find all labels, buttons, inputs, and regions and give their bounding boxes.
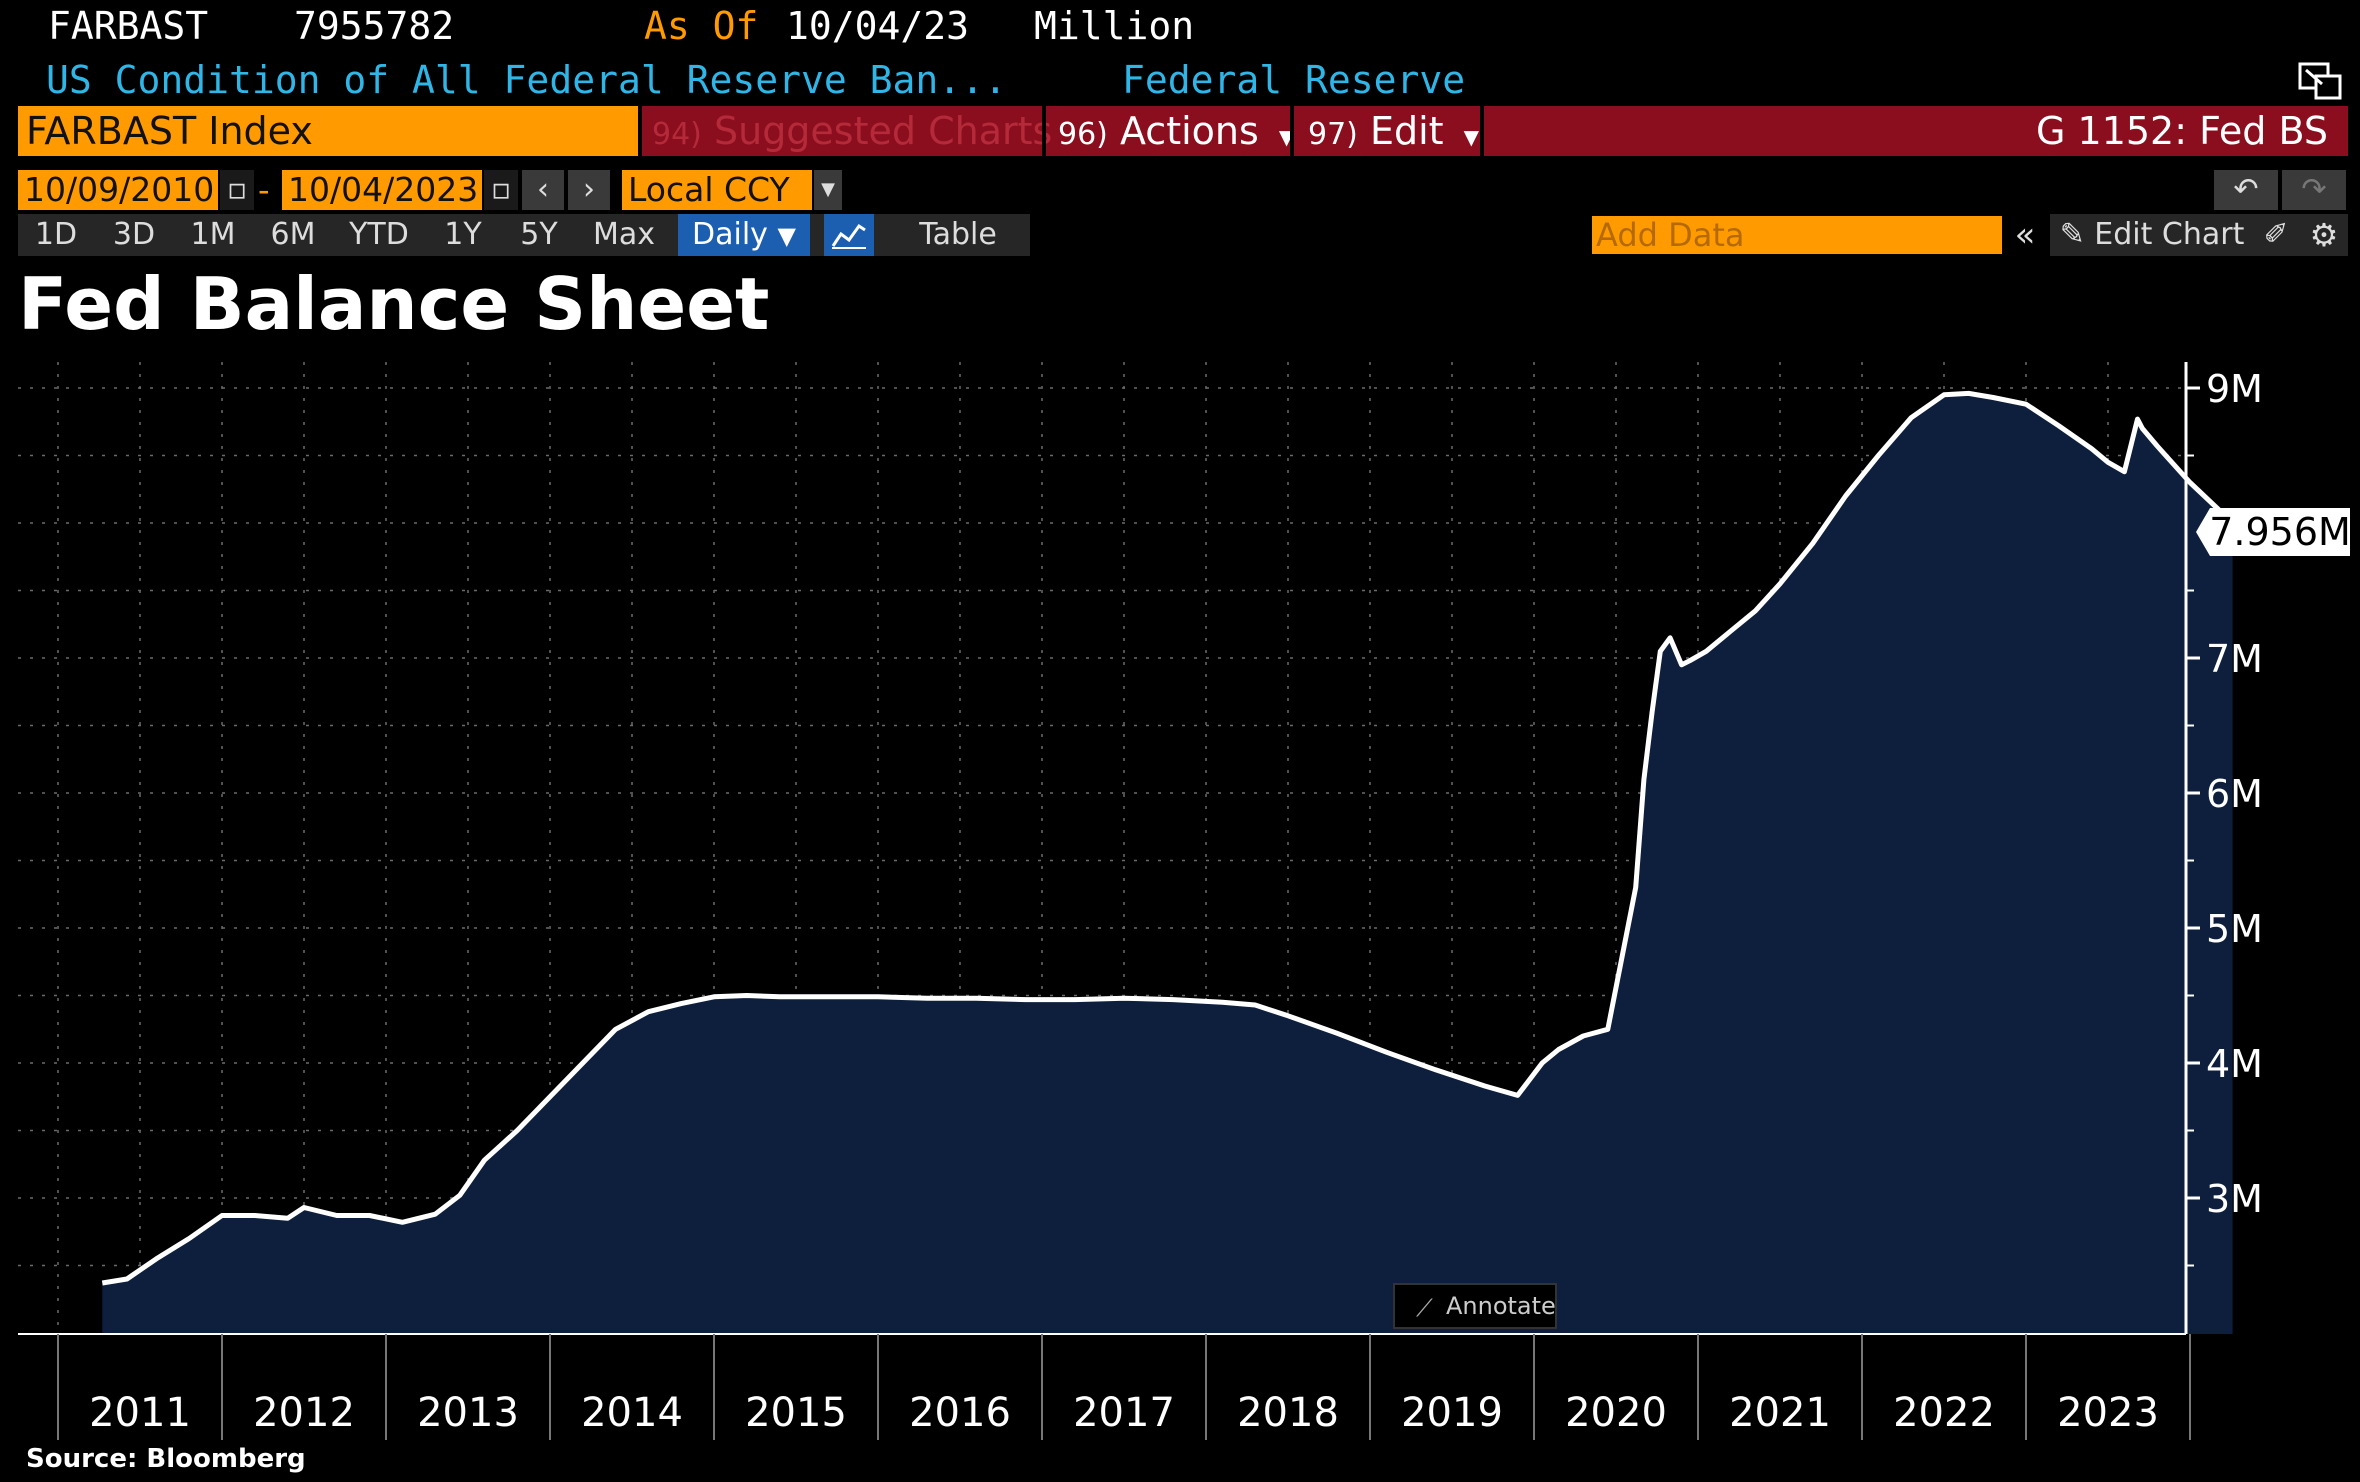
y-tick-label: 7M bbox=[2206, 637, 2263, 681]
suggested-charts-label: Suggested Charts bbox=[713, 109, 1053, 153]
edit-label: Edit bbox=[1369, 109, 1444, 153]
x-tick-label: 2015 bbox=[745, 1390, 847, 1436]
page-code: G 1152: Fed BS bbox=[2036, 109, 2328, 153]
y-tick-label: 9M bbox=[2206, 367, 2263, 411]
actions-label: Actions bbox=[1119, 109, 1259, 153]
period-max[interactable]: Max bbox=[592, 217, 656, 252]
edit-number: 97) bbox=[1308, 117, 1358, 152]
popout-icon[interactable] bbox=[2296, 58, 2344, 102]
source-note: Source: Bloomberg bbox=[26, 1444, 306, 1474]
as-of-label: As Of bbox=[644, 4, 759, 48]
prev-period-button[interactable]: ‹ bbox=[522, 170, 564, 210]
edit-chart-button[interactable]: ✎ Edit Chart bbox=[2052, 214, 2252, 256]
frequency-select[interactable]: Daily ▼ bbox=[678, 214, 810, 256]
x-tick-label: 2017 bbox=[1073, 1390, 1175, 1436]
x-tick-label: 2020 bbox=[1565, 1390, 1667, 1436]
currency-caret-icon[interactable]: ▼ bbox=[814, 170, 842, 210]
suggested-charts-button[interactable]: 94) Suggested Charts bbox=[652, 106, 1052, 156]
frequency-label: Daily bbox=[692, 217, 768, 252]
annotate-label: Annotate bbox=[1446, 1292, 1556, 1320]
balance-sheet-area bbox=[102, 393, 2233, 1334]
annotate-button[interactable]: ⟋ Annotate bbox=[1393, 1283, 1557, 1329]
y-tick-label: 3M bbox=[2206, 1177, 2263, 1221]
line-chart-icon[interactable] bbox=[824, 214, 874, 256]
security-field-text: FARBAST Index bbox=[26, 109, 313, 153]
units-label: Million bbox=[1034, 4, 1195, 48]
ticker: FARBAST bbox=[48, 4, 209, 48]
x-tick-label: 2016 bbox=[909, 1390, 1011, 1436]
y-tick-label: 5M bbox=[2206, 907, 2263, 951]
next-period-button[interactable]: › bbox=[568, 170, 610, 210]
last-value-tag: 7.956M bbox=[2196, 508, 2351, 556]
settings-gear-icon[interactable]: ⚙ bbox=[2309, 216, 2339, 254]
x-tick-label: 2022 bbox=[1893, 1390, 1995, 1436]
y-tick-label: 6M bbox=[2206, 772, 2263, 816]
x-tick-label: 2019 bbox=[1401, 1390, 1503, 1436]
frequency-caret-icon: ▼ bbox=[777, 222, 796, 250]
redo-icon[interactable]: ↷ bbox=[2282, 170, 2346, 210]
x-tick-label: 2023 bbox=[2057, 1390, 2159, 1436]
undo-icon[interactable]: ↶ bbox=[2214, 170, 2278, 210]
period-5y[interactable]: 5Y bbox=[520, 217, 558, 252]
start-calendar-icon[interactable]: ▫ bbox=[220, 170, 254, 210]
x-tick-label: 2014 bbox=[581, 1390, 683, 1436]
last-value: 7955782 bbox=[294, 4, 455, 48]
period-1y[interactable]: 1Y bbox=[444, 217, 482, 252]
source-name: Federal Reserve bbox=[1122, 58, 1466, 102]
actions-number: 96) bbox=[1058, 117, 1108, 152]
x-tick-label: 2018 bbox=[1237, 1390, 1339, 1436]
x-tick-label: 2021 bbox=[1729, 1390, 1831, 1436]
security-field[interactable]: FARBAST Index bbox=[18, 106, 638, 156]
x-tick-label: 2013 bbox=[417, 1390, 519, 1436]
currency-select[interactable]: Local CCY bbox=[622, 170, 812, 210]
actions-menu[interactable]: 96) Actions ▼ bbox=[1058, 106, 1298, 156]
y-tick-label: 4M bbox=[2206, 1042, 2263, 1086]
annotate-pencil-icon: ⟋ bbox=[1416, 1294, 1433, 1322]
period-3d[interactable]: 3D bbox=[112, 217, 156, 252]
table-button[interactable]: Table bbox=[919, 217, 997, 252]
x-axis-ticks: 2011 2012 2013 2014 2015 2016 2017 2018 2019 2020… bbox=[57, 1334, 2191, 1440]
date-dash: - bbox=[258, 171, 270, 209]
start-date-field[interactable]: 10/09/2010 bbox=[18, 170, 218, 210]
function-toolbar: FARBAST Index 94) Suggested Charts 96) A… bbox=[18, 106, 2348, 156]
pencil-icon: ✎ bbox=[2059, 217, 2085, 252]
balance-sheet-line bbox=[101, 390, 2235, 1286]
add-data-input[interactable]: Add Data bbox=[1592, 216, 2002, 254]
security-description: US Condition of All Federal Reserve Ban.… bbox=[46, 58, 1007, 102]
suggested-charts-number: 94) bbox=[652, 117, 702, 152]
period-ytd[interactable]: YTD bbox=[349, 217, 409, 252]
period-1d[interactable]: 1D bbox=[34, 217, 78, 252]
chart-title: Fed Balance Sheet bbox=[18, 262, 770, 346]
date-range-row: 10/09/2010 ▫ - 10/04/2023 ▫ ‹ › Local CC… bbox=[0, 170, 2360, 210]
y-axis-ticks: 3M 4M 5M 6M 7M 9M bbox=[2186, 367, 2263, 1267]
end-date-field[interactable]: 10/04/2023 bbox=[282, 170, 482, 210]
period-bar: 1D 3D 1M 6M YTD 1Y 5Y Max Daily ▼ Table … bbox=[18, 214, 2348, 256]
collapse-icon[interactable]: « bbox=[2014, 215, 2036, 255]
x-tick-label: 2012 bbox=[253, 1390, 355, 1436]
end-calendar-icon[interactable]: ▫ bbox=[484, 170, 518, 210]
period-6m[interactable]: 6M bbox=[270, 217, 316, 252]
edit-chart-label: Edit Chart bbox=[2094, 217, 2245, 252]
edit-pen-icon[interactable]: ✐ bbox=[2263, 217, 2289, 252]
period-1m[interactable]: 1M bbox=[190, 217, 236, 252]
x-tick-label: 2011 bbox=[89, 1390, 191, 1436]
edit-caret-icon: ▼ bbox=[1463, 125, 1480, 149]
edit-menu[interactable]: 97) Edit ▼ bbox=[1308, 106, 1488, 156]
as-of-date: 10/04/23 bbox=[786, 4, 970, 48]
last-value-label: 7.956M bbox=[2209, 510, 2351, 554]
